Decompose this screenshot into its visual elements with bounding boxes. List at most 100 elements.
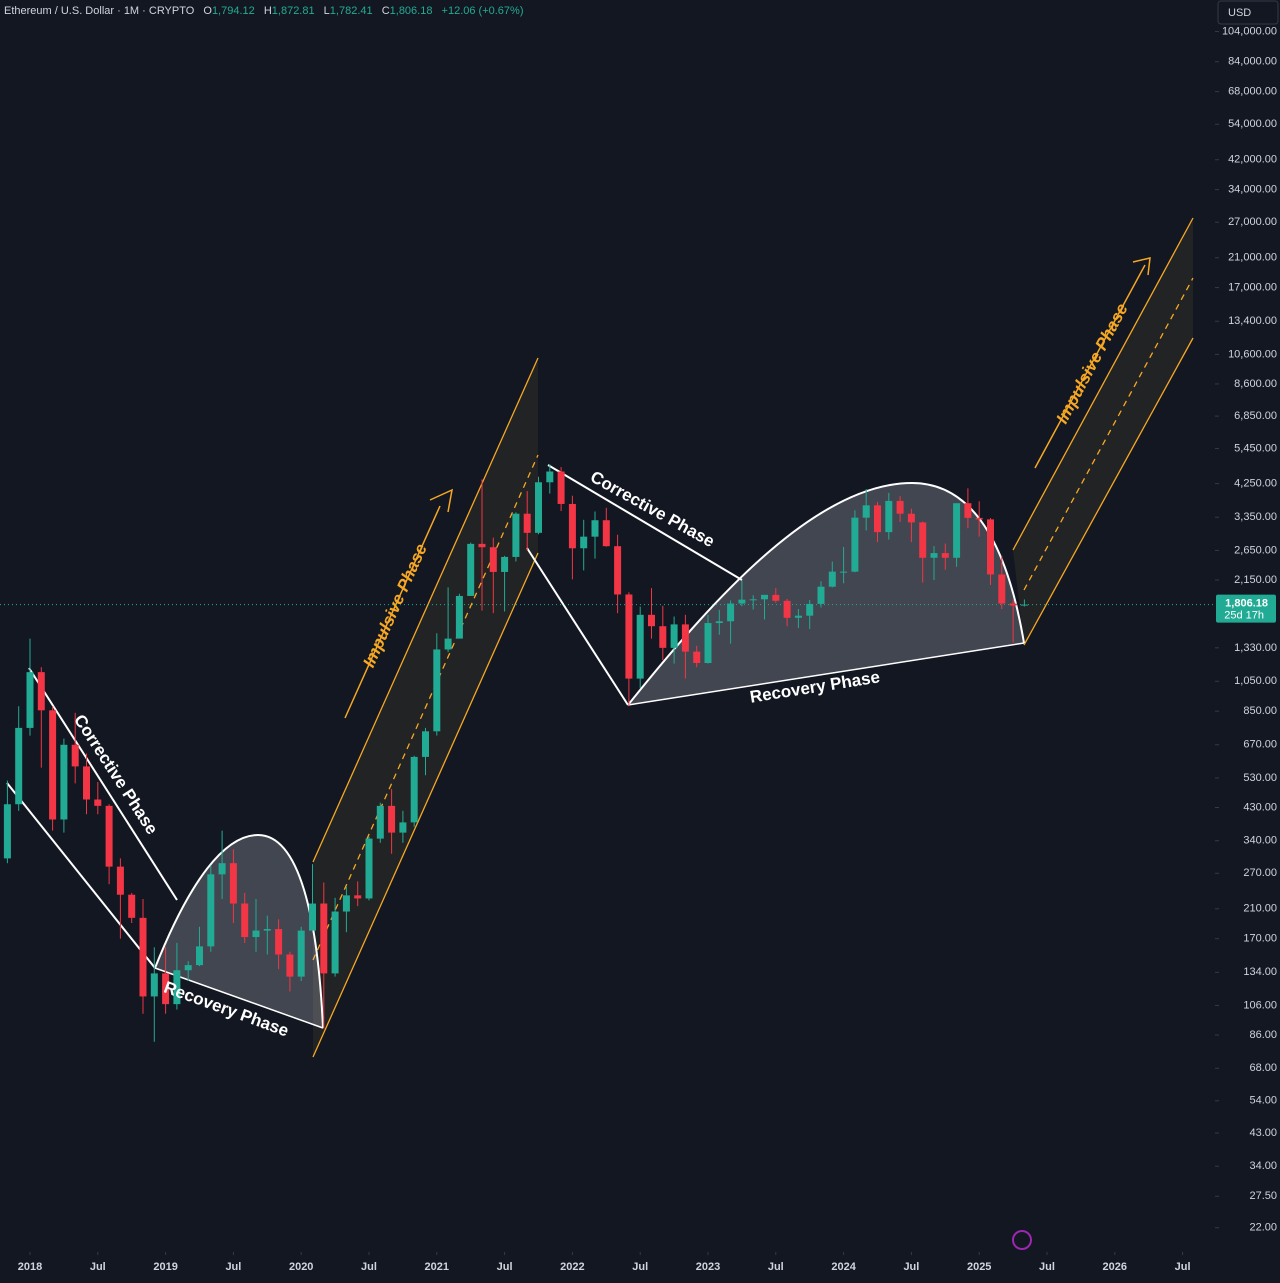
y-tick-label: 42,000.00	[1228, 154, 1277, 166]
y-tick-label: 8,600.00	[1234, 378, 1277, 390]
y-tick-label: 84,000.00	[1228, 56, 1277, 68]
y-tick-label: 27,000.00	[1228, 216, 1277, 228]
x-tick-label: Jul	[90, 1261, 106, 1273]
recovery-base	[627, 642, 1025, 706]
x-tick-label: Jul	[361, 1261, 377, 1273]
candle-body	[749, 599, 757, 601]
candle-body	[342, 895, 350, 912]
y-tick-label: 210.00	[1243, 903, 1277, 915]
y-tick-label: 34,000.00	[1228, 184, 1277, 196]
currency-button[interactable]	[1217, 0, 1279, 25]
candle-body	[1020, 604, 1028, 606]
y-tick-label: 27.50	[1249, 1190, 1277, 1202]
candle-body	[648, 614, 655, 627]
header: Ethereum / U.S. Dollar · 1M · CRYPTO O1,…	[4, 5, 523, 17]
symbol: Ethereum / U.S. Dollar · 1M · CRYPTO	[4, 5, 195, 17]
y-tick-label: 1,330.00	[1234, 642, 1277, 654]
candle-body	[840, 571, 848, 573]
candle-body	[128, 894, 136, 918]
candle-body	[851, 517, 859, 572]
candle-body	[783, 600, 791, 618]
y-tick-label: 43.00	[1249, 1127, 1277, 1139]
logo	[1012, 1230, 1032, 1250]
candle-body	[376, 805, 384, 839]
channel-mid	[312, 454, 539, 961]
candle-body	[49, 710, 57, 820]
y-tick-label: 34.00	[1249, 1160, 1277, 1172]
candle-body	[37, 672, 45, 711]
y-tick-label: 430.00	[1243, 801, 1277, 813]
candle-body	[196, 946, 203, 966]
y-tick-label: 3,350.00	[1234, 511, 1277, 523]
candle-body	[139, 917, 147, 997]
candle-body	[501, 556, 509, 572]
x-tick-label: Jul	[225, 1261, 241, 1273]
y-tick-label: 2,150.00	[1234, 574, 1277, 586]
candle-body	[207, 874, 215, 947]
candle-body	[964, 503, 972, 518]
currency[interactable]: USD	[1228, 7, 1251, 19]
o-value: 1,794.12	[212, 5, 255, 17]
h-label: H	[264, 5, 272, 17]
candle-body	[331, 911, 339, 974]
channel-line	[312, 552, 539, 1058]
candle-body	[693, 651, 701, 663]
price-tag-value: 1,806.18	[1225, 597, 1268, 609]
recovery-curve	[154, 833, 324, 1029]
y-tick-label: 340.00	[1243, 835, 1277, 847]
candle-body	[105, 805, 113, 867]
c-value: 1,806.18	[390, 5, 433, 17]
candle-body	[1009, 603, 1017, 606]
candle-body	[659, 626, 667, 648]
channel-mid	[1023, 277, 1194, 591]
arrow	[344, 488, 453, 719]
candle-body	[309, 903, 316, 931]
y-tick-label: 104,000.00	[1222, 25, 1277, 37]
h-value: 1,872.81	[272, 5, 315, 17]
channel-line	[1012, 217, 1194, 551]
corrective-line	[6, 782, 156, 969]
y-tick-label: 13,400.00	[1228, 315, 1277, 327]
y-tick-label: 106.00	[1243, 999, 1277, 1011]
candle-body	[591, 520, 599, 537]
candle-body	[3, 804, 11, 859]
candle-body	[738, 599, 746, 604]
channel-line	[312, 357, 539, 863]
y-tick-label: 17,000.00	[1228, 282, 1277, 294]
candle-body	[580, 536, 588, 549]
candle-body	[704, 623, 712, 663]
candle-body	[275, 929, 283, 955]
candle-body	[173, 970, 181, 1005]
candle-body	[975, 517, 983, 520]
candle-body	[410, 756, 418, 823]
o-label: O	[203, 5, 212, 17]
x-tick-label: 2026	[1103, 1261, 1127, 1273]
candle-body	[455, 595, 463, 639]
candle-body	[614, 546, 622, 595]
y-tick-label: 530.00	[1243, 772, 1277, 784]
candle-body	[557, 471, 565, 504]
candle-body	[602, 520, 610, 547]
candle-body	[625, 594, 633, 679]
candle-body	[150, 973, 158, 997]
change: +12.06 (+0.67%)	[442, 5, 524, 17]
candle-body	[478, 543, 486, 548]
x-tick-label: 2025	[967, 1261, 991, 1273]
l-value: 1,782.41	[330, 5, 373, 17]
candle-body	[71, 744, 79, 767]
plot: 104,000.00 84,000.00 68,000.00 54,000.00 42,…	[0, 25, 1277, 1273]
corrective-line	[526, 547, 629, 706]
channel-fill	[1013, 218, 1193, 645]
x-tick-label: 2022	[560, 1261, 584, 1273]
price-tag-box	[1216, 594, 1276, 623]
candle-body	[252, 930, 260, 938]
candle-body	[184, 965, 192, 971]
candle-body	[998, 574, 1006, 604]
x-tick-label: 2019	[153, 1261, 177, 1273]
y-tick-label: 1,050.00	[1234, 675, 1277, 687]
candle-body	[354, 895, 362, 899]
x-tick-label: Jul	[497, 1261, 513, 1273]
candle-body	[467, 543, 475, 596]
candle-body	[399, 822, 407, 833]
